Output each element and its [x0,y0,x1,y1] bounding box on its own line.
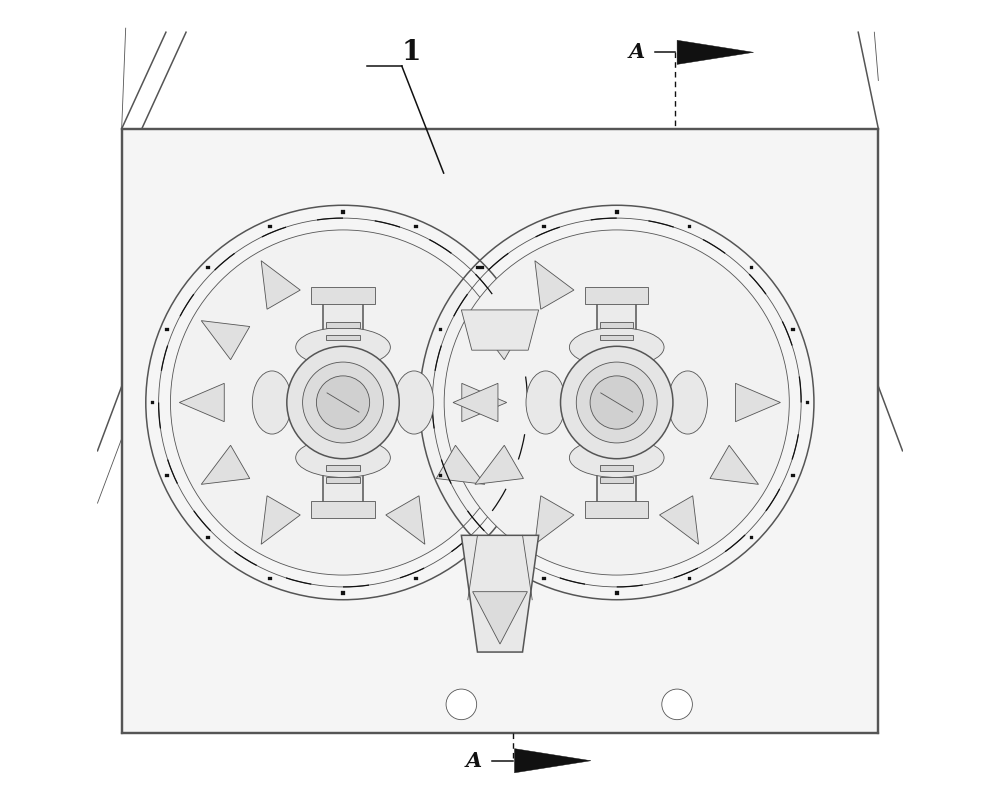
Bar [311,502,375,518]
Bar [585,502,648,518]
Bar [476,266,480,270]
Polygon shape [475,445,523,485]
Bar [323,299,363,506]
Bar [206,266,210,270]
Circle shape [444,230,789,575]
Polygon shape [535,496,574,544]
Circle shape [576,362,657,443]
Polygon shape [475,320,523,360]
Bar [326,322,360,328]
Polygon shape [201,320,250,360]
Bar [600,335,633,341]
Bar [585,287,648,303]
Bar [326,465,360,471]
Polygon shape [261,261,300,309]
Polygon shape [461,310,539,350]
Bar [268,225,272,228]
Bar [542,577,546,580]
Bar [311,287,375,303]
Circle shape [561,346,673,459]
Bar [806,401,809,404]
Bar [791,328,795,332]
Ellipse shape [526,371,565,434]
Bar [439,473,442,477]
Polygon shape [461,535,539,652]
Bar [750,535,753,539]
Circle shape [590,376,643,429]
Bar [341,210,345,213]
Polygon shape [436,445,485,485]
Polygon shape [710,445,758,485]
Ellipse shape [252,371,292,434]
Text: A: A [466,751,482,770]
Bar [517,328,521,332]
Polygon shape [261,496,300,544]
Ellipse shape [296,438,390,477]
Bar [151,401,154,404]
Bar [688,225,691,228]
Polygon shape [462,383,507,422]
Bar [122,129,878,733]
Bar [615,592,619,595]
Text: 1: 1 [402,39,421,66]
Ellipse shape [569,438,664,477]
Circle shape [316,376,370,429]
Polygon shape [535,261,574,309]
Polygon shape [453,383,498,422]
Circle shape [303,362,383,443]
Bar [414,577,418,580]
Bar [542,225,546,228]
Bar [532,401,536,404]
Bar [326,335,360,341]
Bar [600,465,633,471]
Polygon shape [735,383,780,422]
Bar [476,535,480,539]
Polygon shape [514,749,591,773]
Bar [424,401,428,404]
Ellipse shape [668,371,707,434]
Polygon shape [677,40,754,64]
Ellipse shape [296,328,390,367]
Bar [688,577,691,580]
Text: A: A [629,43,645,62]
Circle shape [287,346,399,459]
Bar [480,535,484,539]
Bar [750,266,753,270]
Bar [326,477,360,483]
Bar [600,477,633,483]
Polygon shape [660,496,699,544]
Circle shape [170,230,516,575]
Circle shape [446,689,477,720]
Bar [165,473,169,477]
Bar [268,577,272,580]
Bar [414,225,418,228]
Polygon shape [386,496,425,544]
Bar [480,266,484,270]
Ellipse shape [394,371,434,434]
Bar [597,299,636,506]
Bar [791,473,795,477]
Polygon shape [201,445,250,485]
Bar [600,322,633,328]
Ellipse shape [569,328,664,367]
Bar [206,535,210,539]
Circle shape [662,689,692,720]
Bar [341,592,345,595]
Bar [165,328,169,332]
Bar [439,328,442,332]
Bar [517,473,521,477]
Polygon shape [473,592,527,644]
Polygon shape [179,383,224,422]
Bar [615,210,619,213]
